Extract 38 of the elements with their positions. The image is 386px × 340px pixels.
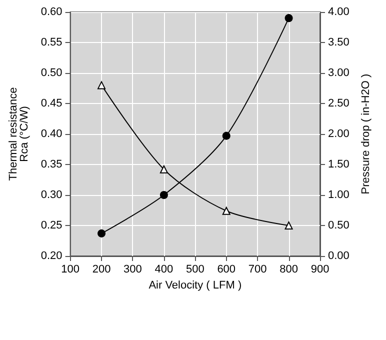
x-tick-label: 200 [92, 264, 111, 276]
y2-tick-label: 3.00 [328, 67, 350, 79]
y-tick-label: 0.40 [40, 128, 62, 140]
y2-axis-title: Pressure drop ( in-H2O ) [360, 74, 372, 194]
x-tick-label: 600 [217, 264, 236, 276]
y-tick-label: 0.30 [40, 189, 62, 201]
point [284, 222, 293, 230]
x-axis-title: Air Velocity ( LFM ) [148, 280, 242, 292]
y2-tick-label: 2.50 [328, 98, 350, 110]
y-tick-label: 0.45 [40, 98, 62, 110]
y-tick-label: 0.55 [40, 36, 62, 48]
y2-tick-label: 2.00 [328, 128, 350, 140]
x-tick-label: 300 [124, 264, 142, 276]
x-tick-label: 700 [248, 264, 267, 276]
point [222, 206, 230, 215]
point [98, 81, 106, 90]
point [284, 14, 293, 22]
x-tick-label: 100 [61, 264, 80, 276]
y2-tick-label: 4.00 [328, 6, 350, 18]
y2-tick-label: 0.00 [328, 250, 350, 262]
y-tick-label: 0.35 [40, 158, 62, 170]
y2-tick-label: 3.50 [328, 36, 350, 48]
x-tick-label: 400 [154, 264, 174, 276]
y-tick-label: 0.25 [40, 220, 62, 232]
point [160, 165, 168, 174]
y-tick-label: 0.60 [40, 6, 62, 18]
y-tick-label: 0.50 [40, 67, 62, 79]
point [98, 229, 106, 238]
x-tick-label: 500 [186, 264, 204, 276]
y2-tick-label: 1.00 [328, 189, 350, 201]
y2-tick-label: 1.50 [328, 158, 350, 170]
y2-tick-label: 0.50 [328, 220, 350, 232]
x-tick-label: 900 [310, 264, 330, 276]
x-tick-label: 800 [280, 264, 298, 276]
y-tick-label: 0.20 [40, 250, 62, 262]
y-axis-title: Thermal resistance Rca (°C/W) [8, 87, 30, 181]
point [160, 191, 168, 199]
point [222, 132, 230, 140]
